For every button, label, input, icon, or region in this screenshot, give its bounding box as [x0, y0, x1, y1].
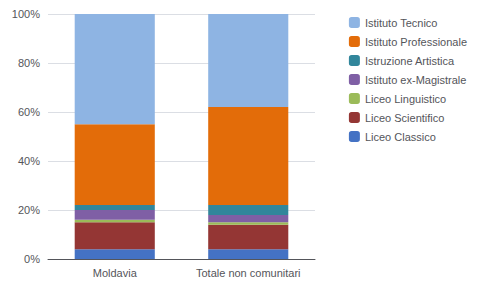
svg-text:Liceo Classico: Liceo Classico	[365, 131, 436, 143]
svg-text:Istituto ex-Magistrale: Istituto ex-Magistrale	[365, 74, 466, 86]
svg-text:Istituto Professionale: Istituto Professionale	[365, 36, 467, 48]
svg-text:Istituto Tecnico: Istituto Tecnico	[365, 17, 438, 29]
svg-text:100%: 100%	[12, 8, 40, 20]
svg-text:Liceo Scientifico: Liceo Scientifico	[365, 112, 445, 124]
svg-text:60%: 60%	[18, 106, 40, 118]
svg-text:Moldavia: Moldavia	[93, 267, 138, 279]
svg-text:20%: 20%	[18, 204, 40, 216]
svg-text:0%: 0%	[24, 253, 40, 265]
svg-text:40%: 40%	[18, 155, 40, 167]
svg-text:Istruzione Artistica: Istruzione Artistica	[365, 55, 455, 67]
svg-text:Totale non comunitari: Totale non comunitari	[196, 267, 301, 279]
svg-text:80%: 80%	[18, 57, 40, 69]
svg-text:Liceo Linguistico: Liceo Linguistico	[365, 93, 446, 105]
